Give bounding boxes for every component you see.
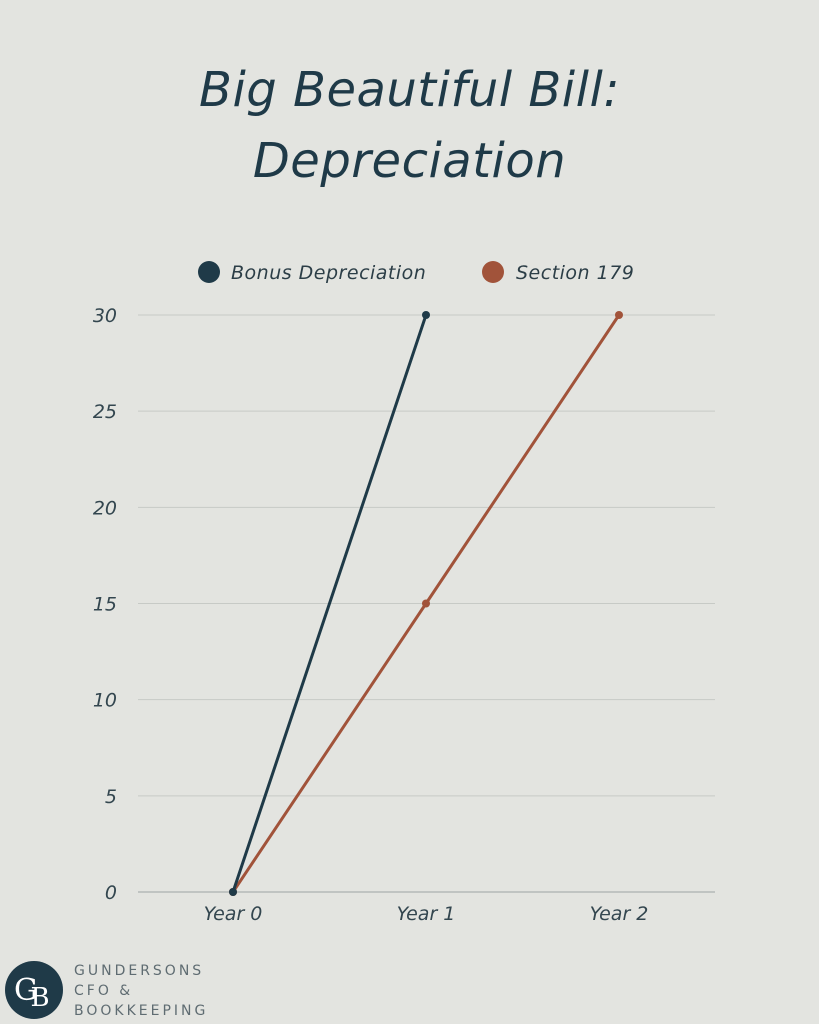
brand-line-3: BOOKKEEPING (74, 1003, 209, 1019)
brand-line-2: CFO & (74, 983, 134, 999)
series-0-point-1 (422, 311, 430, 319)
y-tick-label-15: 15 (93, 594, 117, 616)
legend-label-1: Section 179 (516, 262, 634, 284)
series-1-point-2 (615, 311, 623, 319)
legend-marker-1 (482, 261, 504, 283)
gb-logo-icon: G B (5, 961, 63, 1019)
y-tick-label-30: 30 (93, 305, 117, 327)
logo-letter-b: B (30, 983, 49, 1013)
legend-label-0: Bonus Depreciation (231, 262, 426, 284)
y-tick-label-20: 20 (93, 497, 117, 519)
line-chart: 0 5 10 15 20 25 30 Year 0 Year 1 Year 2 Bonus Depr… (93, 261, 715, 925)
series-line-0 (231, 313, 428, 894)
brand-line-1: GUNDERSONS (74, 963, 205, 979)
y-tick-label-25: 25 (93, 401, 117, 423)
y-tick-label-10: 10 (93, 690, 117, 712)
brand-name: GUNDERSONS CFO & BOOKKEEPING (74, 961, 208, 1021)
x-tick-label-2: Year 2 (590, 903, 649, 925)
chart-title-line-2: Depreciation (252, 133, 567, 189)
chart-title-line-1: Big Beautiful Bill: (199, 62, 620, 118)
x-tick-label-1: Year 1 (397, 903, 456, 925)
y-tick-label-5: 5 (105, 786, 117, 808)
series-0-point-0 (229, 888, 237, 896)
x-tick-label-0: Year 0 (204, 903, 263, 925)
logo-letter-g: G (14, 973, 38, 1008)
y-tick-label-0: 0 (105, 882, 117, 904)
series-1-point-1 (422, 599, 430, 608)
legend-marker-0 (198, 261, 220, 283)
